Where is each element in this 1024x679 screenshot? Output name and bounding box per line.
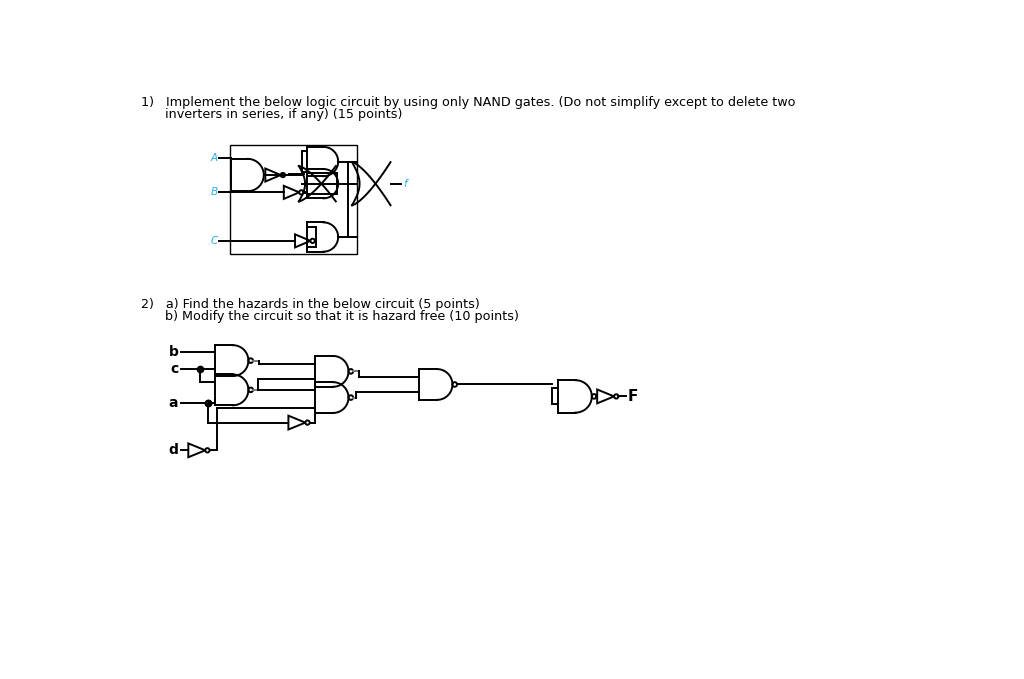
Text: b: b [168,345,178,359]
Text: c: c [170,363,178,376]
Text: 1)   Implement the below logic circuit by using only NAND gates. (Do not simplif: 1) Implement the below logic circuit by … [140,96,795,109]
Text: A: A [211,153,217,163]
Text: 2)   a) Find the hazards in the below circuit (5 points): 2) a) Find the hazards in the below circ… [140,298,479,311]
Text: b) Modify the circuit so that it is hazard free (10 points): b) Modify the circuit so that it is haza… [140,310,518,323]
Text: C: C [210,236,217,246]
Text: d: d [168,443,178,458]
Text: a: a [169,396,178,409]
Text: f: f [402,179,407,189]
Text: F: F [628,389,638,404]
Text: inverters in series, if any) (15 points): inverters in series, if any) (15 points) [140,109,402,122]
Text: B: B [211,187,217,198]
Bar [230,145,357,254]
